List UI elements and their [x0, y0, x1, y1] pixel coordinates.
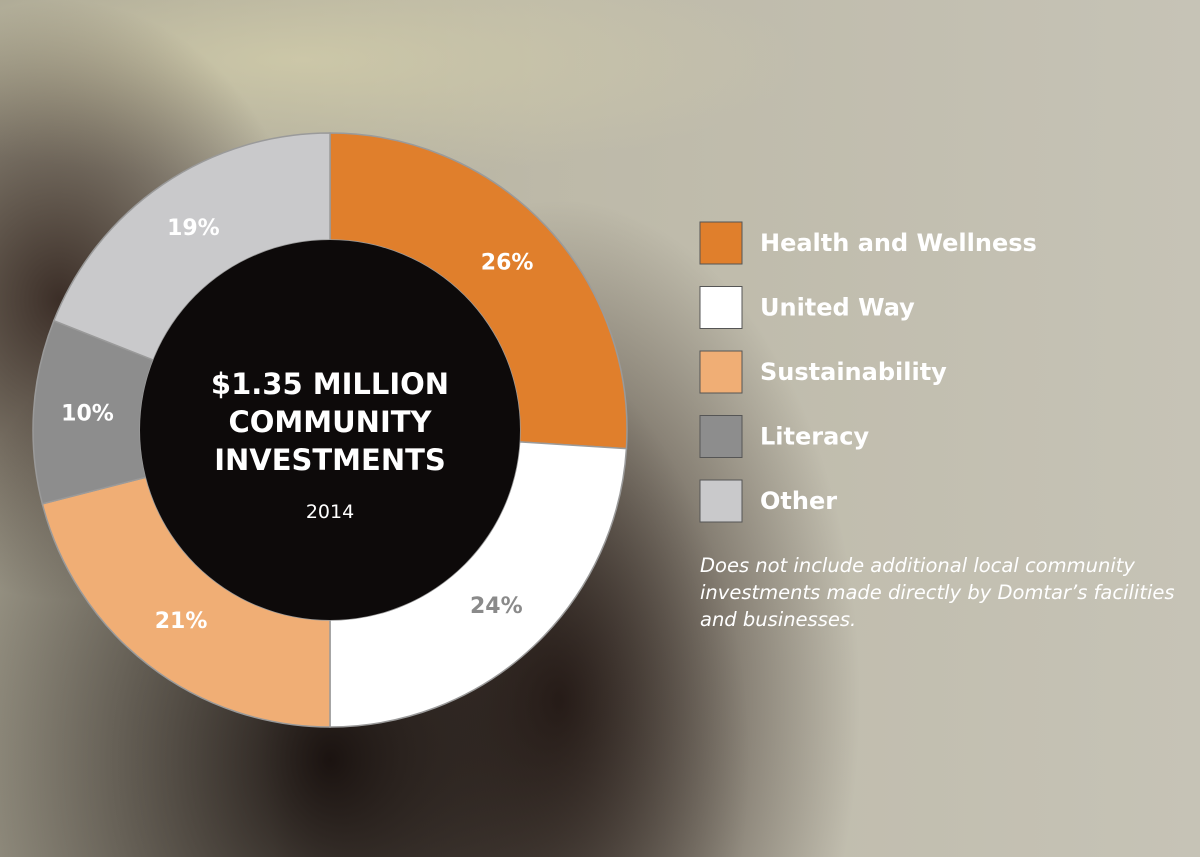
legend-label: United Way — [760, 294, 915, 322]
data-label: 21% — [155, 609, 208, 634]
data-label: 26% — [481, 251, 534, 276]
chart-subtitle: 2014 — [305, 501, 355, 523]
chart-title: $1.35 MILLION COMMUNITY INVESTMENTS — [210, 367, 450, 477]
legend-label: Other — [760, 487, 837, 515]
data-label: 10% — [61, 402, 114, 427]
data-label: 24% — [470, 594, 523, 619]
donut-hole — [140, 240, 520, 620]
legend-label: Sustainability — [760, 358, 947, 386]
legend-swatch — [699, 286, 743, 329]
legend-label: Health and Wellness — [760, 229, 1037, 257]
legend-swatch — [699, 415, 743, 458]
footnote: Does not include additional local commun… — [700, 554, 1175, 631]
center-label: $1.35 MILLION COMMUNITY INVESTMENTS 2014 — [200, 365, 460, 523]
legend-swatch — [699, 350, 743, 394]
data-label: 19% — [167, 216, 220, 241]
legend-swatch — [699, 479, 743, 523]
legend-label: Literacy — [760, 423, 870, 451]
legend-swatch — [699, 221, 743, 265]
